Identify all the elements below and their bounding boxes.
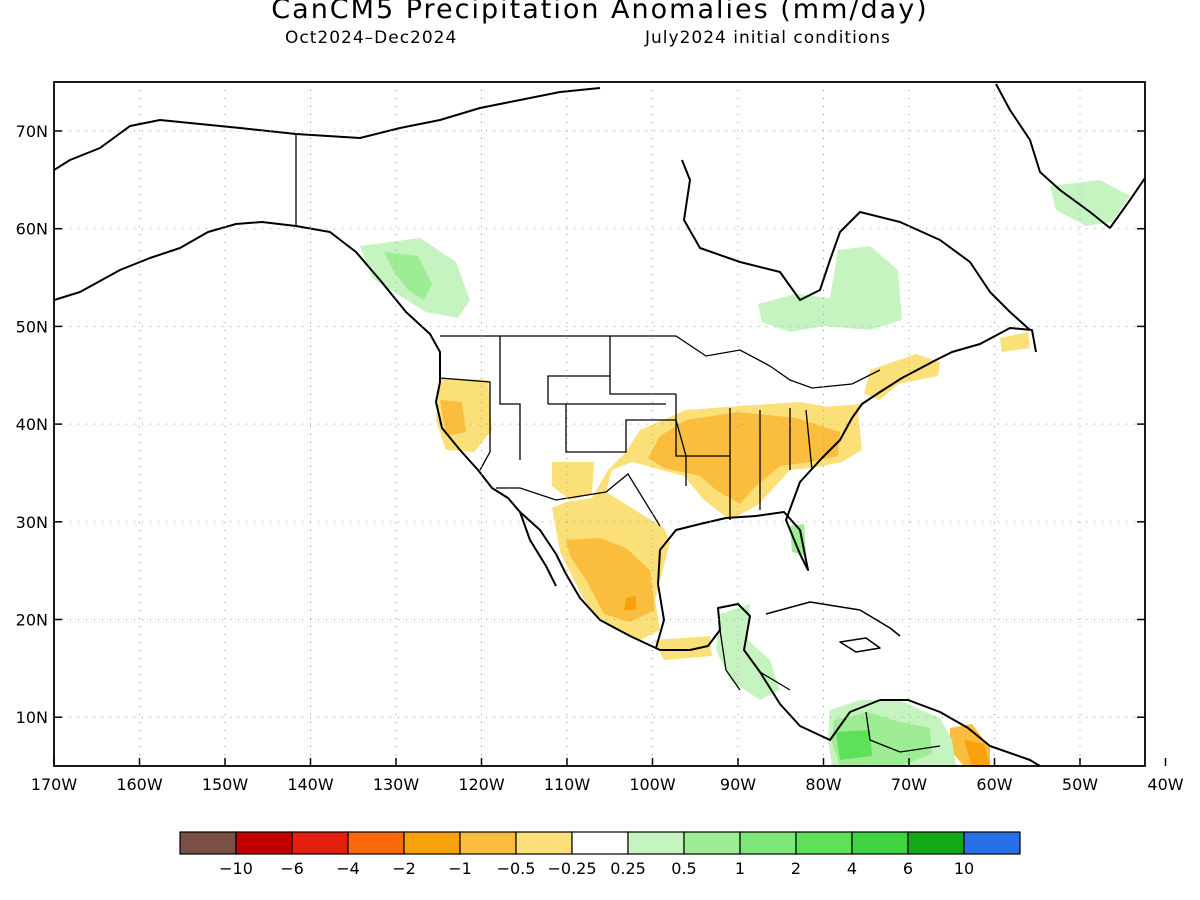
plot-frame	[53, 81, 1146, 767]
lat-label: 60N	[16, 220, 48, 239]
colorbar-swatch	[683, 831, 741, 855]
colorbar-swatch	[851, 831, 909, 855]
colorbar-swatch	[347, 831, 405, 855]
coastlines	[54, 83, 1145, 766]
colorbar-label: 10	[954, 859, 974, 878]
lon-label: 60W	[976, 775, 1012, 794]
colorbar-swatch	[963, 831, 1021, 855]
lon-label: 130W	[373, 775, 420, 794]
colorbar-swatch	[291, 831, 349, 855]
colorbar-swatch	[515, 831, 573, 855]
lat-label: 10N	[16, 708, 48, 727]
wet-anomaly-shading	[360, 180, 1130, 766]
period-label: Oct2024–Dec2024	[285, 28, 458, 48]
lon-label: 90W	[720, 775, 756, 794]
map-layer	[54, 83, 1145, 766]
initial-conditions-label: July2024 initial conditions	[645, 28, 891, 48]
lon-label: 100W	[629, 775, 676, 794]
colorbar-label: 1	[735, 859, 745, 878]
colorbar-label: −1	[448, 859, 472, 878]
colorbar-label: −0.5	[497, 859, 536, 878]
colorbar-label: −0.25	[547, 859, 596, 878]
dry-anomaly-shading	[436, 332, 1030, 766]
lon-label: 160W	[116, 775, 163, 794]
lat-label: 40N	[16, 415, 48, 434]
lat-label: 50N	[16, 317, 48, 336]
colorbar-label: −6	[280, 859, 304, 878]
longitude-labels: 170W 160W 150W 140W 130W 120W 110W 100W 90W 80W 70…	[31, 775, 1184, 794]
colorbar-swatch	[403, 831, 461, 855]
lon-label: 140W	[287, 775, 334, 794]
colorbar-swatch	[459, 831, 517, 855]
colorbar-swatch	[571, 831, 629, 855]
lon-label: 150W	[202, 775, 249, 794]
lon-label: 70W	[891, 775, 927, 794]
colorbar-label: −2	[392, 859, 416, 878]
political-boundaries	[295, 134, 941, 753]
lon-label: 110W	[544, 775, 591, 794]
colorbar-swatch	[235, 831, 293, 855]
colorbar-label: −4	[336, 859, 360, 878]
chart-title: CanCM5 Precipitation Anomalies (mm/day)	[271, 0, 929, 25]
lon-label: 170W	[31, 775, 78, 794]
colorbar-swatch	[627, 831, 685, 855]
colorbar-label: −10	[219, 859, 253, 878]
lat-label: 20N	[16, 611, 48, 630]
colorbar-label: 6	[903, 859, 913, 878]
lat-label: 30N	[16, 513, 48, 532]
lon-label: 40W	[1147, 775, 1183, 794]
lat-label: 70N	[16, 122, 48, 141]
colorbar-label: 0.25	[610, 859, 646, 878]
lon-label: 50W	[1062, 775, 1098, 794]
latitude-labels: 70N 60N 50N 40N 30N 20N 10N	[16, 122, 48, 727]
colorbar-label: 2	[791, 859, 801, 878]
lon-label: 120W	[458, 775, 505, 794]
colorbar-swatch	[739, 831, 797, 855]
colorbar: −10 −6 −4 −2 −1 −0.5 −0.25 0.25 0.5 1 2 4 6 10	[179, 831, 1021, 878]
colorbar-swatch	[179, 831, 237, 855]
graticule	[53, 82, 1167, 766]
colorbar-label: 0.5	[671, 859, 696, 878]
colorbar-label: 4	[847, 859, 857, 878]
lon-label: 80W	[805, 775, 841, 794]
colorbar-swatch	[907, 831, 965, 855]
colorbar-swatch	[795, 831, 853, 855]
